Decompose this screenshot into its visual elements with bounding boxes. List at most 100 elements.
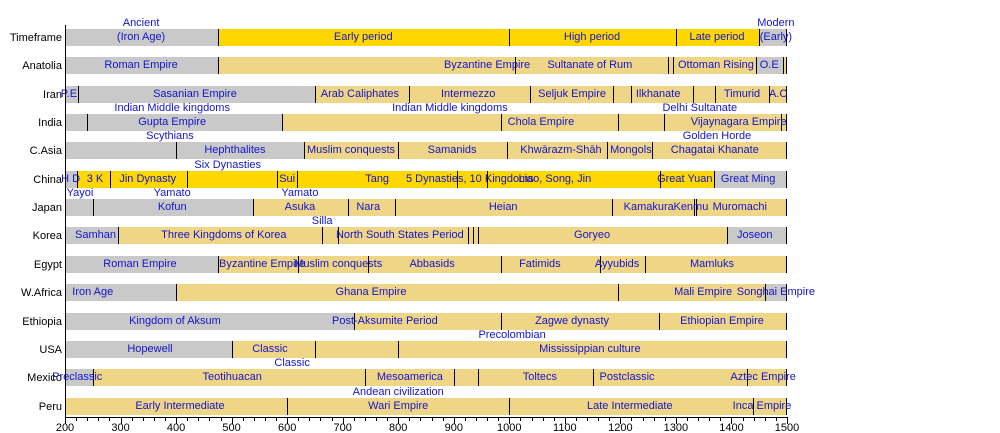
period-label[interactable]: H D <box>61 172 81 185</box>
period-label[interactable]: Roman Empire <box>104 59 178 72</box>
period-label[interactable]: (Iron Age) <box>116 31 166 43</box>
period-label[interactable]: Samhan <box>75 229 117 242</box>
period-label[interactable]: Silla <box>311 215 333 228</box>
period-label[interactable]: Classic <box>274 357 310 370</box>
period-label[interactable]: Roman Empire <box>103 257 177 270</box>
period-label[interactable]: Ayyubids <box>594 257 640 270</box>
period-label[interactable]: Joseon <box>737 229 773 242</box>
period-label[interactable]: Intermezzo <box>440 87 496 100</box>
period-label[interactable]: Six Dynasties <box>194 158 262 171</box>
period-label[interactable]: North South States Period <box>335 229 464 242</box>
period-label[interactable]: Muromachi <box>712 201 767 214</box>
timeline-segment <box>297 170 457 188</box>
period-label[interactable]: (Early) <box>759 31 793 43</box>
period-label[interactable]: Postclassic <box>599 371 655 384</box>
period-label[interactable]: Asuka <box>284 201 316 214</box>
period-label[interactable]: Indian Middle kingdoms <box>114 102 230 115</box>
period-label[interactable]: Ottoman Rising <box>678 59 754 72</box>
row-label-mexico: Mexico <box>27 372 62 385</box>
period-label[interactable]: Heian <box>488 201 518 214</box>
period-label[interactable]: Kamakura <box>623 201 674 214</box>
period-label[interactable]: Tang <box>365 172 390 185</box>
period-label[interactable]: 3 K <box>86 172 104 185</box>
period-label[interactable]: Wari Empire <box>368 399 429 412</box>
period-label[interactable]: Preclassic <box>52 371 103 384</box>
period-label[interactable]: Iron Age <box>72 286 114 299</box>
period-label[interactable]: Great Yuan <box>657 172 713 185</box>
period-label[interactable]: Golden Horde <box>682 130 752 143</box>
period-label[interactable]: Fatimids <box>519 257 561 270</box>
period-label[interactable]: Late Intermediate <box>587 399 673 412</box>
period-label[interactable]: Yayoi <box>66 187 94 200</box>
period-label[interactable]: Ancient <box>122 17 160 29</box>
period-label[interactable]: Liao, Song, Jin <box>518 172 592 185</box>
period-label[interactable]: Ghana Empire <box>335 286 407 299</box>
period-label[interactable]: Three Kingdoms of Korea <box>161 229 287 242</box>
period-label[interactable]: 5 Dynasties, 10 Kingdoms <box>405 172 534 185</box>
period-label[interactable]: Sasanian Empire <box>153 87 237 100</box>
period-label[interactable]: Post-Aksumite Period <box>332 314 438 327</box>
period-label[interactable]: Classic <box>252 342 288 355</box>
period-label[interactable]: Zagwe dynasty <box>535 314 610 327</box>
period-label[interactable]: Early period <box>333 31 393 43</box>
period-label[interactable]: Ilkhanate <box>635 87 681 100</box>
period-label[interactable]: Great Ming <box>720 172 776 185</box>
period-label[interactable]: Byzantine Empire <box>219 257 306 270</box>
period-label[interactable]: Mesoamerica <box>376 371 443 384</box>
timeline-segment <box>692 85 715 103</box>
period-label[interactable]: Chola Empire <box>507 116 575 129</box>
period-label[interactable]: Delhi Sultanate <box>662 102 738 115</box>
period-label[interactable]: P.E <box>60 87 78 100</box>
period-label[interactable]: Khwārazm-Shāh <box>520 144 602 157</box>
period-label[interactable]: Muslim conquests <box>294 257 383 270</box>
period-label[interactable]: Abbasids <box>409 257 455 270</box>
period-label[interactable]: Teotihuacan <box>202 371 262 384</box>
axis-minor-tick <box>587 418 589 421</box>
period-label[interactable]: Modern <box>757 17 795 29</box>
period-label[interactable]: Sui <box>279 172 296 185</box>
period-label[interactable]: High period <box>563 31 621 43</box>
period-label[interactable]: Precolombian <box>478 328 546 341</box>
period-label[interactable]: Vijaynagara Empire <box>690 116 787 129</box>
period-label[interactable]: Songhai Empire <box>736 286 816 299</box>
period-label[interactable]: Jin Dynasty <box>119 172 177 185</box>
period-label[interactable]: Kofun <box>157 201 187 214</box>
period-label[interactable]: Kingdom of Aksum <box>129 314 221 327</box>
period-label[interactable]: Nara <box>356 201 381 214</box>
period-label[interactable]: Mamluks <box>690 257 735 270</box>
period-label[interactable]: Byzantine Empire <box>443 59 531 72</box>
period-label[interactable]: Yamato <box>153 187 191 200</box>
period-label[interactable]: Hephthalites <box>204 144 266 157</box>
period-label[interactable]: Mississippian culture <box>539 342 641 355</box>
period-label[interactable]: Hopewell <box>127 342 173 355</box>
period-label[interactable]: Seljuk Empire <box>538 87 606 100</box>
timeline-segment <box>599 255 645 273</box>
period-label[interactable]: Ethiopian Empire <box>680 314 764 327</box>
period-label[interactable]: Indian Middle kingdoms <box>392 102 508 115</box>
period-label[interactable]: Gupta Empire <box>138 116 207 129</box>
period-label[interactable]: Toltecs <box>522 371 557 384</box>
period-label[interactable]: Inca Empire <box>732 399 792 412</box>
period-label[interactable]: Arab Caliphates <box>320 87 400 100</box>
period-label[interactable]: Goryeo <box>574 229 611 242</box>
period-label[interactable]: Mali Empire <box>674 286 733 299</box>
period-label[interactable]: Scythians <box>146 130 194 143</box>
period-label[interactable]: Yamato <box>281 187 319 200</box>
period-label[interactable]: Muslim conquests <box>306 144 396 157</box>
period-label[interactable]: Samanids <box>427 144 477 157</box>
period-label[interactable]: Early Intermediate <box>135 399 225 412</box>
period-label[interactable]: Andean civilization <box>352 385 444 398</box>
period-label[interactable]: Kenmu <box>673 201 709 214</box>
period-label[interactable]: Late period <box>689 31 745 43</box>
period-label[interactable]: O.E <box>759 59 779 72</box>
period-label[interactable]: Chagatai Khanate <box>670 144 759 157</box>
timeline-segment <box>752 397 787 415</box>
period-label[interactable]: Aztec Empire <box>730 371 796 384</box>
period-label[interactable]: Mongols <box>610 144 652 157</box>
period-label[interactable]: A.C <box>768 87 788 100</box>
axis-minor-tick <box>642 418 644 421</box>
axis-minor-tick <box>653 418 655 421</box>
axis-tick-label: 300 <box>111 422 130 433</box>
period-label[interactable]: Timurid <box>723 87 761 100</box>
period-label[interactable]: Sultanate of Rum <box>547 59 633 72</box>
